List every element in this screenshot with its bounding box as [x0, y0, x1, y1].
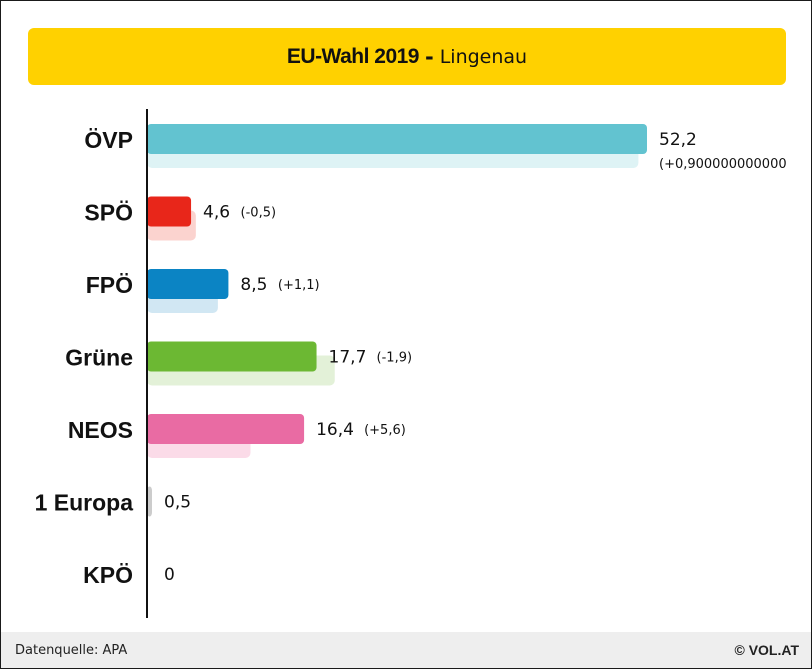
data-source: Datenquelle: APA	[15, 643, 128, 658]
chart-title: EU-Wahl 2019 - Lingenau	[28, 28, 786, 85]
change-label-4: (+5,6)	[364, 423, 406, 438]
category-label-1: SPÖ	[84, 200, 133, 226]
value-label-0: 52,2	[659, 130, 697, 150]
bar-0	[147, 124, 647, 154]
category-label-6: KPÖ	[83, 562, 133, 588]
bar-5	[147, 486, 152, 517]
change-label-3: (-1,9)	[377, 351, 413, 366]
footer: Datenquelle: APA © VOL.AT	[1, 632, 811, 668]
change-label-1: (-0,5)	[241, 206, 277, 221]
category-label-5: 1 Europa	[35, 490, 134, 516]
brand-logo: © VOL.AT	[734, 642, 800, 658]
value-label-1: 4,6	[203, 203, 230, 223]
bar-chart: ÖVP 52,2 (+0,900000000000 SPÖ 4,6 (-0,5) FPÖ 8,…	[35, 109, 787, 618]
category-label-0: ÖVP	[84, 127, 133, 153]
value-label-4: 16,4	[316, 420, 354, 440]
title-main: EU-Wahl 2019	[286, 44, 420, 68]
change-label-2: (+1,1)	[278, 278, 320, 293]
title-separator: -	[425, 44, 434, 69]
value-label-5: 0,5	[164, 493, 191, 513]
category-label-2: FPÖ	[86, 272, 133, 298]
bar-3	[147, 341, 317, 372]
value-label-2: 8,5	[240, 275, 267, 295]
change-label-0: (+0,900000000000	[659, 157, 787, 172]
value-label-6: 0	[164, 565, 175, 585]
value-label-3: 17,7	[329, 348, 367, 368]
bar-4	[147, 414, 305, 444]
category-label-4: NEOS	[68, 417, 133, 443]
category-label-3: Grüne	[65, 345, 133, 371]
title-sub: Lingenau	[439, 45, 528, 68]
bar-1	[147, 196, 192, 227]
bar-2	[147, 269, 229, 299]
